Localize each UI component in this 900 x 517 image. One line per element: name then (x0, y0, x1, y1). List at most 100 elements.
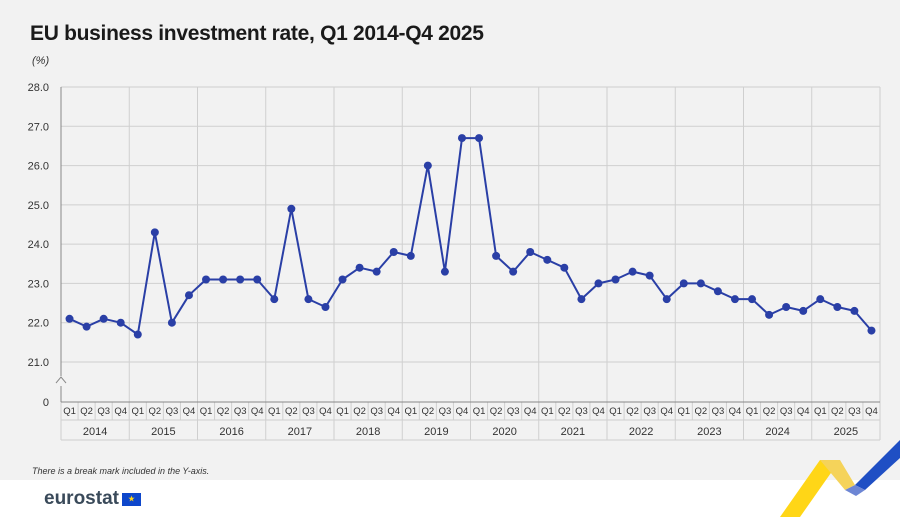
quarter-label: Q1 (541, 406, 554, 417)
quarter-label: Q1 (814, 406, 827, 417)
quarter-label: Q3 (575, 406, 588, 417)
quarter-label: Q2 (558, 406, 571, 417)
year-label: 2015 (151, 426, 175, 438)
data-point (253, 275, 262, 284)
year-label: 2018 (356, 426, 380, 438)
quarter-label: Q3 (234, 406, 247, 417)
data-point (270, 295, 279, 304)
chart-title: EU business investment rate, Q1 2014-Q4 … (30, 22, 484, 45)
year-label: 2014 (83, 426, 107, 438)
data-point (543, 255, 552, 264)
data-point (713, 287, 722, 296)
year-label: 2022 (629, 426, 653, 438)
data-point (219, 275, 228, 284)
data-point (816, 295, 825, 304)
quarter-label: Q4 (387, 406, 400, 417)
data-point (679, 279, 688, 288)
data-point (116, 318, 125, 327)
y-tick-label: 24.0 (28, 239, 49, 251)
quarter-label: Q3 (507, 406, 520, 417)
quarter-label: Q2 (831, 406, 844, 417)
quarter-label: Q2 (422, 406, 435, 417)
quarter-label: Q3 (643, 406, 656, 417)
footnote: There is a break mark included in the Y-… (32, 466, 210, 476)
data-point (389, 248, 398, 256)
data-point (782, 303, 791, 311)
quarter-label: Q4 (319, 406, 332, 417)
eu-flag-icon: ★ (121, 492, 141, 506)
quarter-label: Q1 (336, 406, 349, 417)
footer-bar (0, 480, 900, 517)
quarter-label: Q1 (404, 406, 417, 417)
data-point (799, 306, 808, 315)
y-tick-label: 22.0 (28, 318, 49, 330)
data-point (457, 134, 466, 143)
data-point (99, 314, 108, 323)
year-label: 2019 (424, 426, 448, 438)
data-point (440, 267, 449, 276)
quarter-label: Q1 (473, 406, 486, 417)
data-point (372, 267, 381, 276)
quarter-label: Q1 (131, 406, 144, 417)
quarter-label: Q3 (848, 406, 861, 417)
year-label: 2021 (561, 426, 585, 438)
axis-break-mark (55, 376, 67, 384)
quarter-label: Q3 (439, 406, 452, 417)
data-point (730, 295, 739, 304)
y-tick-label: 27.0 (28, 121, 49, 133)
quarter-label: Q4 (251, 406, 264, 417)
quarter-label: Q4 (797, 406, 810, 417)
quarter-label: Q3 (166, 406, 179, 417)
eurostat-logo[interactable]: eurostat ★ (44, 488, 141, 510)
year-label: 2016 (219, 426, 243, 438)
year-label: 2025 (834, 426, 858, 438)
data-point (850, 306, 859, 315)
quarter-label: Q1 (268, 406, 281, 417)
year-label: 2017 (288, 426, 312, 438)
data-point (560, 263, 569, 272)
data-point (748, 295, 757, 304)
data-point (65, 314, 74, 323)
quarter-label: Q2 (626, 406, 639, 417)
quarter-label: Q4 (456, 406, 469, 417)
quarter-label: Q1 (63, 406, 76, 417)
quarter-label: Q3 (370, 406, 383, 417)
quarter-label: Q4 (524, 406, 537, 417)
y-tick-label: 0 (43, 397, 49, 409)
data-point (287, 204, 296, 213)
quarter-label: Q4 (592, 406, 605, 417)
line-chart: 28.0 27.0 26.0 25.0 24.0 23.0 22.0 21.0 0 Q1 Q2 Q3 Q… (28, 82, 881, 441)
quarter-label: Q2 (490, 406, 503, 417)
quarter-label: Q3 (97, 406, 110, 417)
quarter-label: Q3 (712, 406, 725, 417)
y-tick-label: 26.0 (28, 161, 49, 173)
data-point (833, 303, 842, 311)
y-tick-label: 23.0 (28, 278, 49, 290)
data-point (304, 295, 313, 304)
quarter-label: Q4 (729, 406, 742, 417)
data-point (167, 318, 176, 327)
quarter-label: Q1 (677, 406, 690, 417)
quarter-label: Q4 (660, 406, 673, 417)
data-point (475, 134, 484, 143)
quarter-label: Q2 (353, 406, 366, 417)
y-tick-label: 28.0 (28, 82, 49, 94)
year-label: 2023 (697, 426, 721, 438)
y-tick-label: 21.0 (28, 357, 49, 369)
data-point (526, 248, 535, 256)
data-point (338, 275, 347, 284)
quarter-label: Q4 (183, 406, 196, 417)
quarter-label: Q3 (302, 406, 315, 417)
data-point (184, 291, 193, 300)
year-label: 2024 (765, 426, 789, 438)
data-point (867, 326, 876, 335)
data-point (611, 275, 620, 284)
quarter-label: Q1 (746, 406, 759, 417)
quarter-label: Q1 (609, 406, 622, 417)
data-point (355, 263, 364, 272)
data-point (202, 275, 211, 284)
data-point (423, 161, 432, 170)
data-point (492, 251, 501, 260)
data-point (628, 267, 637, 276)
quarter-label: Q2 (80, 406, 93, 417)
